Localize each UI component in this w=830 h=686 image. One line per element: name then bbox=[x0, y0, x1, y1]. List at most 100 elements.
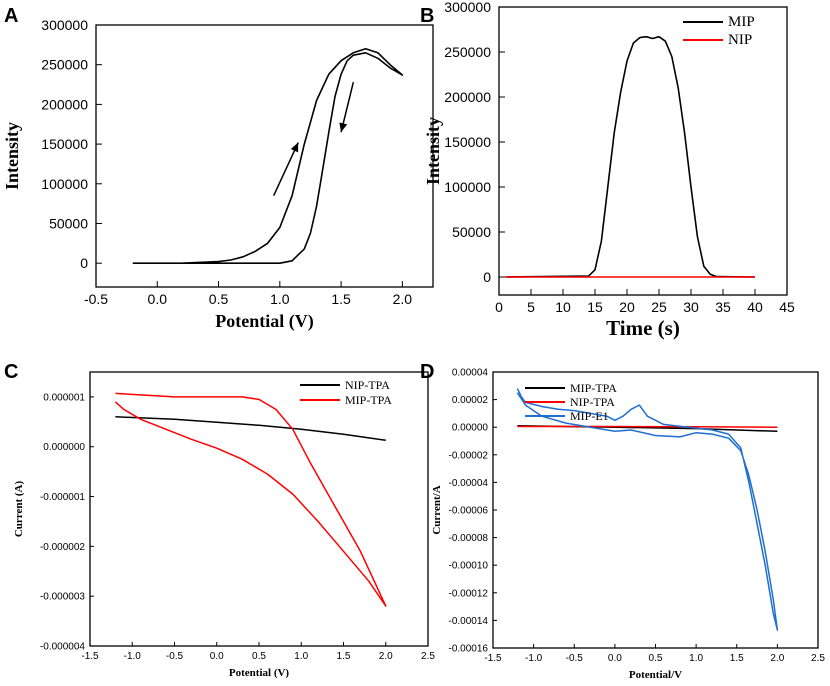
x-tick-label: -1.5 bbox=[484, 653, 502, 664]
y-tick-label: 300000 bbox=[444, 0, 491, 15]
panel-label: C bbox=[4, 361, 18, 383]
x-tick-label: 1.0 bbox=[270, 291, 290, 307]
x-tick-label: -0.5 bbox=[166, 651, 184, 662]
y-tick-label: 100000 bbox=[444, 179, 491, 195]
x-tick-label: 2.0 bbox=[379, 651, 393, 662]
legend-label: MIP bbox=[728, 14, 755, 30]
y-tick-label: 0 bbox=[483, 269, 491, 285]
x-tick-label: -1.0 bbox=[124, 651, 142, 662]
x-tick-label: 0.5 bbox=[209, 291, 229, 307]
y-tick-label: 0.00002 bbox=[452, 395, 489, 406]
y-tick-label: -0.000001 bbox=[40, 492, 85, 503]
y-tick-label: -0.00008 bbox=[449, 533, 489, 544]
panel-label: D bbox=[420, 361, 434, 383]
y-axis-title: Current/A bbox=[431, 485, 443, 534]
x-tick-label: 0.5 bbox=[252, 651, 266, 662]
x-tick-label: 0.0 bbox=[608, 653, 622, 664]
y-tick-label: 0.000000 bbox=[43, 442, 85, 453]
legend-label: NIP-TPA bbox=[345, 378, 390, 392]
series-mip-tpa-line bbox=[114, 392, 387, 607]
x-tick-label: -0.5 bbox=[84, 291, 108, 307]
plot-frame bbox=[95, 24, 434, 288]
y-tick-label: -0.00006 bbox=[449, 506, 489, 517]
y-tick-label: 200000 bbox=[444, 89, 491, 105]
x-tick-label: 0.0 bbox=[210, 651, 224, 662]
legend-label: MIP-E1 bbox=[570, 409, 609, 423]
x-tick-label: 1.5 bbox=[331, 291, 351, 307]
y-tick-label: -0.000002 bbox=[40, 542, 85, 553]
x-tick-label: -1.5 bbox=[81, 651, 99, 662]
x-tick-label: 1.0 bbox=[294, 651, 308, 662]
y-tick-label: -0.00014 bbox=[449, 616, 489, 627]
y-tick-label: -0.00010 bbox=[449, 561, 489, 572]
y-tick-label: -0.00002 bbox=[449, 450, 489, 461]
x-tick-label: 25 bbox=[651, 299, 667, 315]
plot-frame bbox=[498, 6, 788, 296]
panel-label: A bbox=[4, 5, 18, 27]
x-axis-title: Potential (V) bbox=[229, 667, 290, 679]
y-axis-title: Intensity bbox=[2, 122, 22, 190]
x-tick-label: -1.0 bbox=[525, 653, 543, 664]
x-tick-label: 0.5 bbox=[649, 653, 663, 664]
panel-a: A -0.5 0.0 0.5 1.0 1.5 2.0 0 50000 100000 150000 20… bbox=[2, 5, 434, 332]
x-tick-label: 5 bbox=[527, 299, 535, 315]
series-mip-scan-line bbox=[132, 47, 404, 265]
series-nip-tpa-line bbox=[517, 425, 778, 428]
legend-label: NIP-TPA bbox=[570, 395, 615, 409]
x-tick-label: 45 bbox=[779, 299, 795, 315]
y-tick-label: 0.000001 bbox=[43, 392, 85, 403]
series-nip-tpa-line bbox=[115, 416, 386, 442]
x-tick-label: 20 bbox=[619, 299, 635, 315]
scan-arrow-head bbox=[290, 142, 299, 153]
y-tick-label: 0.00004 bbox=[452, 368, 489, 379]
x-tick-label: 2.5 bbox=[421, 651, 435, 662]
y-tick-label: 100000 bbox=[41, 176, 88, 192]
x-tick-label: -0.5 bbox=[566, 653, 584, 664]
panel-b: B 0 5 10 15 20 25 30 35 40 45 0 50000 100000 150000 200… bbox=[420, 0, 795, 340]
x-tick-label: 30 bbox=[683, 299, 699, 315]
y-tick-label: 0 bbox=[80, 255, 88, 271]
x-tick-label: 2.0 bbox=[770, 653, 784, 664]
y-axis-title: Intensity bbox=[423, 117, 443, 185]
x-tick-label: 40 bbox=[747, 299, 763, 315]
x-tick-label: 0.0 bbox=[148, 291, 168, 307]
series-mip-e1-line bbox=[516, 388, 779, 631]
y-tick-label: -0.000003 bbox=[40, 592, 85, 603]
y-tick-label: -0.00012 bbox=[449, 588, 489, 599]
y-tick-label: 50000 bbox=[49, 215, 88, 231]
scan-arrow-shaft bbox=[273, 142, 299, 197]
y-tick-label: 150000 bbox=[444, 134, 491, 150]
y-tick-label: 250000 bbox=[41, 57, 88, 73]
x-tick-label: 2.5 bbox=[811, 653, 825, 664]
x-tick-label: 15 bbox=[587, 299, 603, 315]
legend-label: MIP-TPA bbox=[570, 381, 617, 395]
y-tick-label: -0.00016 bbox=[449, 644, 489, 655]
y-tick-label: -0.000004 bbox=[40, 642, 85, 653]
x-tick-label: 0 bbox=[495, 299, 503, 315]
y-tick-label: 250000 bbox=[444, 44, 491, 60]
panel-c: C -1.5 -1.0 -0.5 0.0 0.5 1.0 1.5 2.0 2.5 0.000001 0… bbox=[4, 361, 435, 679]
y-tick-label: -0.00004 bbox=[449, 478, 489, 489]
legend-label: NIP bbox=[728, 32, 752, 48]
y-tick-label: 150000 bbox=[41, 136, 88, 152]
x-tick-label: 1.5 bbox=[730, 653, 744, 664]
x-axis-title: Potential/V bbox=[629, 669, 682, 681]
panel-d: D -1.5 -1.0 -0.5 0.0 0.5 1.0 1.5 2.0 2.5 0.00004 0.… bbox=[420, 361, 825, 681]
x-tick-label: 2.0 bbox=[393, 291, 413, 307]
plot-frame bbox=[89, 371, 429, 647]
x-tick-label: 10 bbox=[555, 299, 571, 315]
x-tick-label: 35 bbox=[715, 299, 731, 315]
x-tick-label: 1.5 bbox=[337, 651, 351, 662]
y-tick-label: 200000 bbox=[41, 96, 88, 112]
x-axis-title: Potential (V) bbox=[215, 311, 313, 332]
x-tick-label: 1.0 bbox=[689, 653, 703, 664]
legend-label: MIP-TPA bbox=[345, 393, 392, 407]
series-mip-line bbox=[505, 35, 756, 278]
plot-frame bbox=[492, 371, 819, 649]
scan-arrow-head bbox=[339, 122, 348, 133]
y-tick-label: 0.00000 bbox=[452, 423, 489, 434]
panel-label: B bbox=[420, 5, 434, 27]
y-axis-title: Current (A) bbox=[13, 481, 25, 538]
y-tick-label: 50000 bbox=[452, 224, 491, 240]
